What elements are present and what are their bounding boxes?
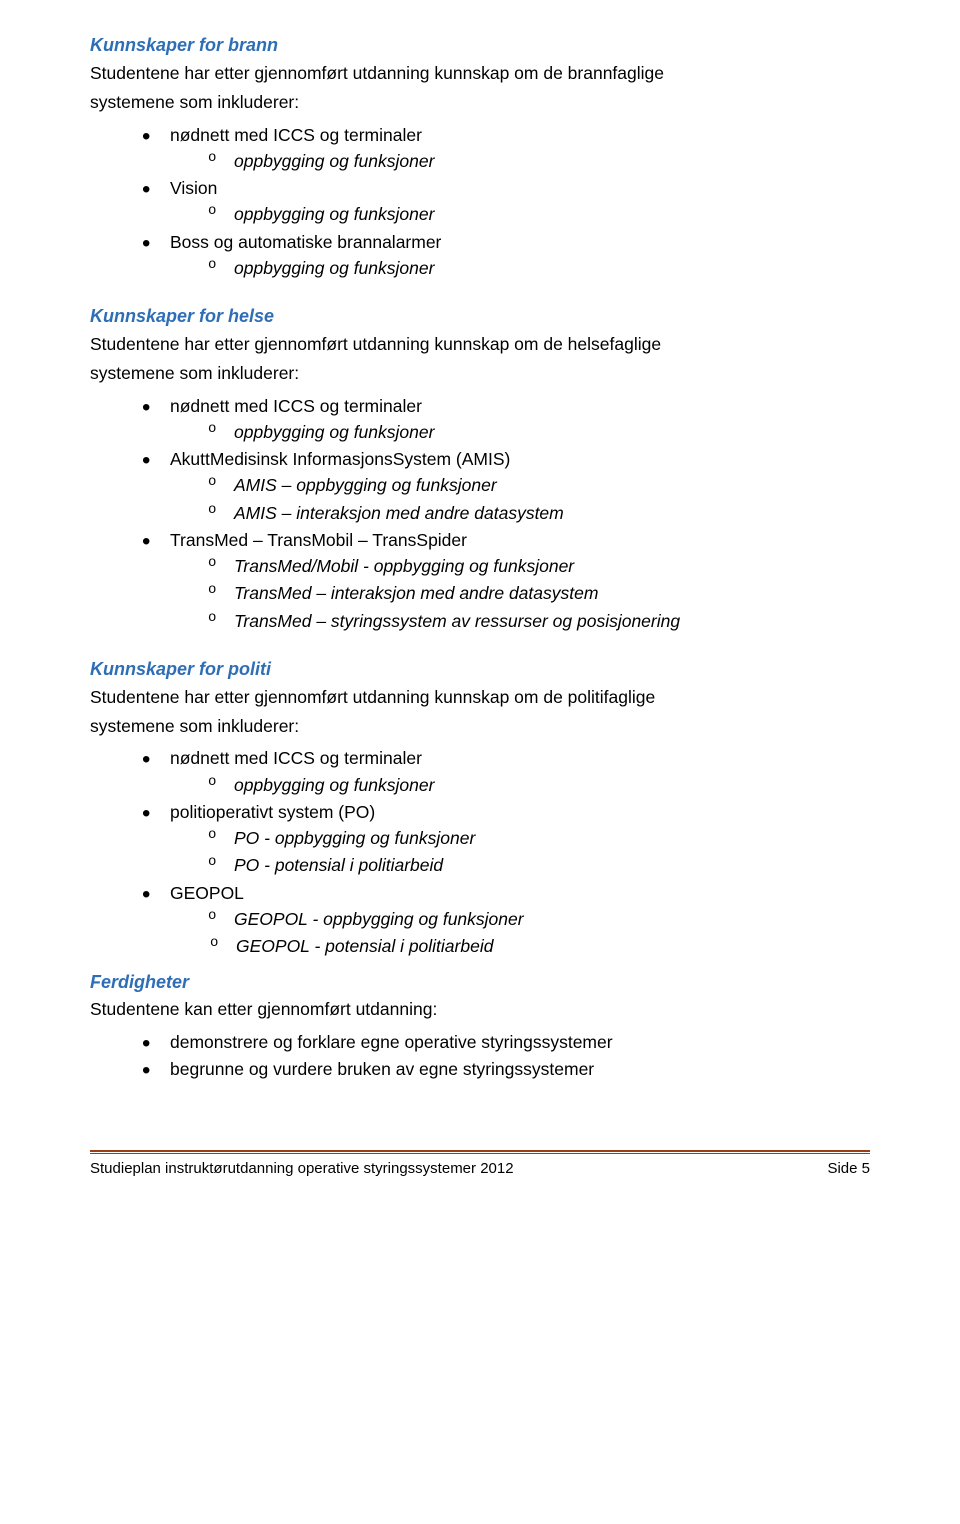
section-ferdigheter-heading: Ferdigheter: [90, 969, 870, 996]
list-item: AkuttMedisinsk InformasjonsSystem (AMIS)…: [142, 446, 870, 526]
section-politi-list: nødnett med ICCS og terminaler oppbyggin…: [90, 745, 870, 959]
list-item: TransMed – TransMobil – TransSpider Tran…: [142, 527, 870, 634]
list-subitem: TransMed/Mobil - oppbygging og funksjone…: [208, 553, 870, 579]
list-item-label: GEOPOL: [170, 883, 244, 903]
list-subitem: AMIS – interaksjon med andre datasystem: [208, 500, 870, 526]
page-footer: Studieplan instruktørutdanning operative…: [90, 1150, 870, 1181]
list-item-label: Boss og automatiske brannalarmer: [170, 232, 441, 252]
list-subitem: TransMed – styringssystem av ressurser o…: [208, 608, 870, 634]
list-item-label: nødnett med ICCS og terminaler: [170, 125, 422, 145]
footer-rule-bottom: [90, 1153, 870, 1154]
list-subitem: oppbygging og funksjoner: [208, 419, 870, 445]
list-subitem: oppbygging og funksjoner: [208, 148, 870, 174]
list-item-label: TransMed – TransMobil – TransSpider: [170, 530, 467, 550]
list-item: politioperativt system (PO) PO - oppbygg…: [142, 799, 870, 879]
list-subsubitem: GEOPOL - potensial i politiarbeid: [210, 933, 870, 959]
list-item: Vision oppbygging og funksjoner: [142, 175, 870, 228]
list-subitem: oppbygging og funksjoner: [208, 772, 870, 798]
section-brann-heading: Kunnskaper for brann: [90, 32, 870, 59]
section-helse-intro-1: Studentene har etter gjennomført utdanni…: [90, 331, 870, 357]
list-item: Boss og automatiske brannalarmer oppbygg…: [142, 229, 870, 282]
section-helse-list: nødnett med ICCS og terminaler oppbyggin…: [90, 393, 870, 634]
footer-rule-top: [90, 1150, 870, 1152]
list-item: demonstrere og forklare egne operative s…: [142, 1029, 870, 1055]
list-subitem: oppbygging og funksjoner: [208, 255, 870, 281]
list-item-label: nødnett med ICCS og terminaler: [170, 748, 422, 768]
footer-left: Studieplan instruktørutdanning operative…: [90, 1158, 514, 1181]
section-helse-heading: Kunnskaper for helse: [90, 303, 870, 330]
section-politi-heading: Kunnskaper for politi: [90, 656, 870, 683]
list-item-label: nødnett med ICCS og terminaler: [170, 396, 422, 416]
list-subitem: GEOPOL - oppbygging og funksjoner: [208, 906, 870, 932]
section-brann-intro-1: Studentene har etter gjennomført utdanni…: [90, 60, 870, 86]
list-item: begrunne og vurdere bruken av egne styri…: [142, 1056, 870, 1082]
section-politi-intro-2: systemene som inkluderer:: [90, 713, 870, 739]
section-brann-list: nødnett med ICCS og terminaler oppbyggin…: [90, 122, 870, 282]
list-subitem: AMIS – oppbygging og funksjoner: [208, 472, 870, 498]
list-subitem: oppbygging og funksjoner: [208, 201, 870, 227]
list-item-label: Vision: [170, 178, 217, 198]
section-politi-intro-1: Studentene har etter gjennomført utdanni…: [90, 684, 870, 710]
section-ferdigheter-intro: Studentene kan etter gjennomført utdanni…: [90, 996, 870, 1022]
section-helse-intro-2: systemene som inkluderer:: [90, 360, 870, 386]
list-item: GEOPOL GEOPOL - oppbygging og funksjoner…: [142, 880, 870, 960]
list-item-label: AkuttMedisinsk InformasjonsSystem (AMIS): [170, 449, 510, 469]
footer-right: Side 5: [827, 1158, 870, 1181]
list-item: nødnett med ICCS og terminaler oppbyggin…: [142, 745, 870, 798]
list-item: nødnett med ICCS og terminaler oppbyggin…: [142, 122, 870, 175]
list-subitem: PO - oppbygging og funksjoner: [208, 825, 870, 851]
list-subitem: TransMed – interaksjon med andre datasys…: [208, 580, 870, 606]
list-item-label: politioperativt system (PO): [170, 802, 375, 822]
section-brann-intro-2: systemene som inkluderer:: [90, 89, 870, 115]
list-subitem: PO - potensial i politiarbeid: [208, 852, 870, 878]
list-item: nødnett med ICCS og terminaler oppbyggin…: [142, 393, 870, 446]
section-ferdigheter-list: demonstrere og forklare egne operative s…: [90, 1029, 870, 1083]
